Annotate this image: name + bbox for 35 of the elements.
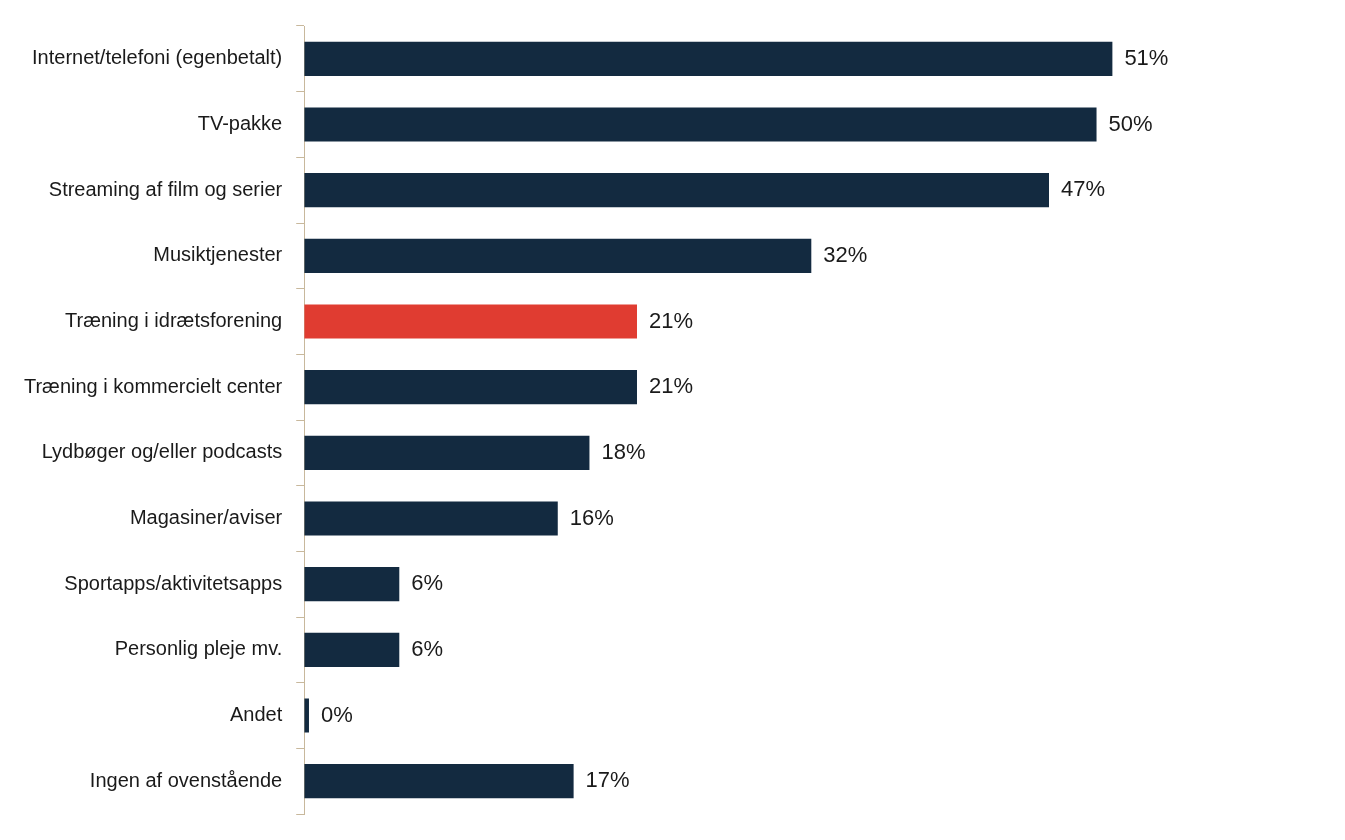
data-label: 21% — [648, 307, 694, 333]
bar — [304, 304, 637, 339]
bar — [304, 107, 1097, 142]
bar — [304, 632, 400, 667]
bar — [304, 567, 400, 602]
data-label: 51% — [1124, 44, 1169, 70]
data-label: 21% — [648, 373, 694, 399]
bar — [304, 41, 1113, 76]
bar — [304, 764, 574, 799]
data-label: 47% — [1061, 176, 1106, 202]
y-tick-label: Ingen af ovenstående — [89, 768, 283, 791]
y-tick-label: Andet — [229, 703, 283, 726]
data-label: 17% — [585, 767, 630, 793]
bar — [304, 435, 590, 470]
y-tick-label: Træning i kommercielt center — [23, 374, 283, 397]
data-label: 16% — [569, 504, 614, 530]
y-tick-label: Streaming af film og serier — [48, 177, 283, 200]
bar — [304, 173, 1049, 208]
data-label: 0% — [320, 701, 353, 727]
y-tick-label: Træning i idrætsforening — [65, 309, 283, 332]
bar — [304, 238, 812, 273]
y-tick-label: Personlig pleje mv. — [114, 637, 283, 660]
data-label: 50% — [1108, 110, 1153, 136]
data-label: 18% — [601, 438, 646, 464]
y-tick-label: Musiktjenester — [153, 243, 283, 266]
y-tick-label: TV-pakke — [197, 112, 283, 135]
y-tick-label: Magasiner/aviser — [129, 506, 283, 529]
y-tick-label: Lydbøger og/eller podcasts — [41, 440, 283, 463]
data-label: 32% — [823, 241, 868, 267]
bar — [304, 501, 558, 536]
y-tick-label: Sportapps/aktivitetsapps — [64, 571, 283, 594]
data-label: 6% — [411, 570, 444, 596]
y-tick-label: Internet/telefoni (egenbetalt) — [32, 46, 283, 69]
data-label: 6% — [411, 635, 444, 661]
bar — [304, 370, 637, 405]
